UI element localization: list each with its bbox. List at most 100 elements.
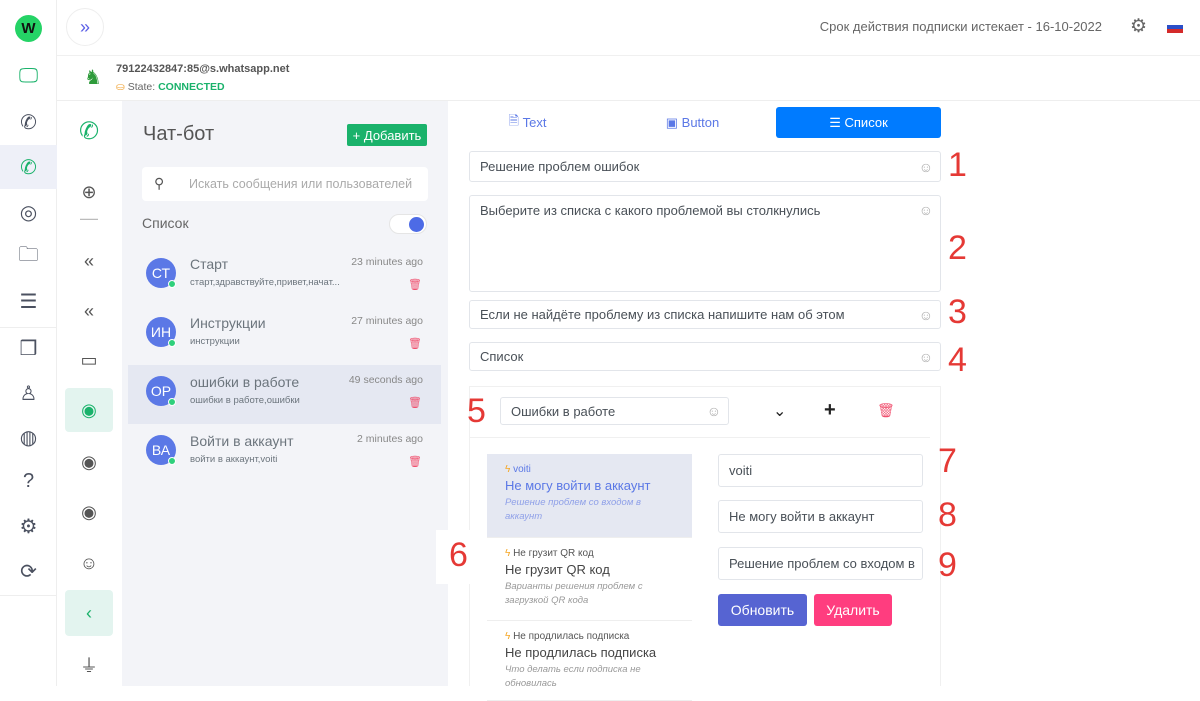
globe-icon[interactable]: ◍: [19, 426, 38, 449]
settings-icon[interactable]: ⚙: [1129, 16, 1147, 37]
search-box[interactable]: ⚲ Искать сообщения или пользователей: [142, 167, 428, 201]
tab-button[interactable]: ▣ Button: [665, 114, 720, 131]
refresh-icon[interactable]: ⟳: [20, 560, 37, 583]
row-item[interactable]: ϟ Не грузит QR код Не грузит QR код Вариан…: [487, 538, 692, 621]
subscription-text: Срок действия подписки истекает - 16-10-…: [819, 19, 1102, 34]
tab-label: Text: [522, 115, 547, 130]
trash-icon[interactable]: 🗑: [408, 397, 422, 409]
whatsapp-active-icon[interactable]: ✆: [0, 145, 57, 189]
bot-icon[interactable]: ◉: [81, 451, 97, 472]
emoji-icon[interactable]: ☺: [918, 158, 933, 175]
app-logo[interactable]: W: [0, 6, 57, 50]
search-input[interactable]: Искать сообщения или пользователей: [189, 177, 413, 191]
panel-title: Чат-бот: [143, 123, 215, 145]
cubes-icon[interactable]: ❒: [19, 337, 38, 360]
marker-5: 5: [467, 392, 486, 430]
state-value: CONNECTED: [158, 81, 225, 93]
bolt-icon: ϟ: [505, 631, 511, 642]
item-time: 27 minutes ago: [351, 315, 423, 327]
footer-value: Если не найдёте проблему из списка напиш…: [480, 307, 845, 322]
row-title-value: Не могу войти в аккаунт: [729, 509, 875, 524]
button-label-input[interactable]: Список ☺: [469, 342, 941, 371]
item-name: ошибки в работе: [190, 374, 300, 390]
list-toggle[interactable]: [389, 214, 427, 234]
row-item-selected[interactable]: ϟ voiti Не могу войти в аккаунт Решение пр…: [487, 454, 692, 538]
tab-list[interactable]: ☰ Список: [776, 107, 941, 138]
reply-all-icon[interactable]: «: [83, 250, 94, 271]
add-row-icon[interactable]: +: [824, 399, 836, 421]
bolt-icon: ϟ: [505, 464, 511, 475]
delete-button[interactable]: Удалить: [814, 594, 892, 626]
bot-icon-2[interactable]: ◉: [81, 501, 97, 522]
item-time: 49 seconds ago: [348, 374, 423, 386]
marker-2: 2: [948, 229, 967, 267]
trash-icon[interactable]: 🗑: [408, 338, 422, 350]
chat-icon[interactable]: ▭: [80, 349, 98, 370]
item-keywords: инструкции: [190, 336, 240, 347]
row-title-input[interactable]: Не могу войти в аккаунт: [718, 500, 923, 533]
expand-button[interactable]: »: [66, 8, 104, 46]
section-title-input[interactable]: Ошибки в работе ☺: [500, 397, 729, 425]
emoji-icon[interactable]: ☺: [918, 348, 933, 365]
body-textarea[interactable]: Выберите из списка с какого проблемой вы…: [469, 195, 941, 292]
list-item-selected[interactable]: ОР ошибки в работе ошибки в работе,ошибки 4…: [128, 365, 441, 424]
update-button[interactable]: Обновить: [718, 594, 807, 626]
plug-icon[interactable]: ⏚: [80, 656, 98, 676]
gear-icon[interactable]: ⚙: [19, 515, 38, 538]
emoji-icon[interactable]: ☺: [918, 202, 933, 218]
user-circle-icon[interactable]: ◎: [19, 201, 38, 224]
account-jid: 79122432847:85@s.whatsapp.net: [116, 63, 290, 75]
item-time: 23 minutes ago: [351, 256, 423, 268]
secondary-sidebar: ✆ ⊕ — « « ▭ ◉ ◉ ◉ ☺ ‹ ⏚: [57, 101, 122, 686]
title-input[interactable]: Решение проблем ошибок ☺: [469, 151, 941, 182]
top-header: » Срок действия подписки истекает - 16-1…: [57, 0, 1200, 56]
account-state: ⛀ State: CONNECTED: [116, 81, 225, 93]
reply-all-icon-2[interactable]: «: [83, 300, 94, 321]
face-icon[interactable]: ☺: [79, 552, 99, 573]
main-sidebar: W 🖵 ✆ ✆ ◎ 🗀 ☰ ❒ ♙ ◍ ? ⚙ ⟳: [0, 0, 57, 686]
emoji-icon[interactable]: ☺: [706, 403, 721, 419]
emoji-icon[interactable]: ☺: [918, 306, 933, 323]
row-desc: Варианты решения проблем с загрузкой QR …: [505, 581, 643, 606]
button-label-value: Список: [480, 349, 524, 364]
trash-icon[interactable]: 🗑: [408, 456, 422, 468]
row-id: Не грузит QR код: [513, 548, 594, 559]
monitor-icon[interactable]: 🖵: [18, 64, 39, 87]
row-desc-input[interactable]: Решение проблем со входом в: [718, 547, 923, 580]
list-icon[interactable]: ☰: [19, 290, 38, 313]
item-keywords: старт,здравствуйте,привет,начат...: [190, 277, 340, 288]
tab-text[interactable]: 🗎 Text: [508, 112, 547, 131]
help-icon[interactable]: ?: [22, 469, 35, 492]
list-toggle-label: Список: [142, 215, 189, 231]
row-item[interactable]: ϟ Не продлилась подписка Не продлилась по…: [487, 621, 692, 701]
section-title-value: Ошибки в работе: [511, 403, 616, 419]
add-button[interactable]: + Добавить: [347, 124, 427, 146]
add-circle-icon[interactable]: ⊕: [81, 181, 97, 202]
add-label: Добавить: [363, 127, 422, 143]
row-title: Не продлилась подписка: [505, 645, 657, 660]
folder-icon[interactable]: 🗀: [18, 244, 39, 266]
trash-icon[interactable]: 🗑: [408, 279, 422, 291]
body-value: Выберите из списка с какого проблемой вы…: [480, 203, 821, 218]
delete-section-icon[interactable]: 🗑: [877, 402, 895, 418]
whatsapp-icon[interactable]: ✆: [20, 111, 37, 134]
whatsapp-icon[interactable]: ✆: [78, 117, 100, 145]
list-item[interactable]: ВА Войти в аккаунт войти в аккаунт,voiti 2 …: [128, 424, 441, 483]
item-name: Войти в аккаунт: [190, 433, 294, 449]
tab-label: Список: [844, 115, 888, 130]
account-bar: ♞ 79122432847:85@s.whatsapp.net ⛀ State:…: [57, 56, 1200, 101]
list-item[interactable]: СТ Старт старт,здравствуйте,привет,начат..…: [128, 247, 441, 306]
collapse-button[interactable]: ‹: [65, 590, 113, 636]
russian-flag-icon[interactable]: [1167, 21, 1183, 33]
bot-icon-active[interactable]: ◉: [65, 388, 113, 432]
user-icon[interactable]: ♙: [19, 382, 38, 405]
chevron-down-icon[interactable]: ⌄: [773, 403, 787, 420]
chatbot-panel: Чат-бот + Добавить ⚲ Искать сообщения ил…: [122, 101, 448, 686]
list-item[interactable]: ИН Инструкции инструкции 27 minutes ago 🗑: [128, 306, 441, 365]
row-desc: Что делать если подписка не обновилась: [505, 664, 641, 689]
marker-7: 7: [938, 442, 957, 480]
minus-icon[interactable]: —: [80, 207, 98, 228]
item-time: 2 minutes ago: [357, 433, 423, 445]
footer-input[interactable]: Если не найдёте проблему из списка напиш…: [469, 300, 941, 329]
row-id-input[interactable]: voiti: [718, 454, 923, 487]
